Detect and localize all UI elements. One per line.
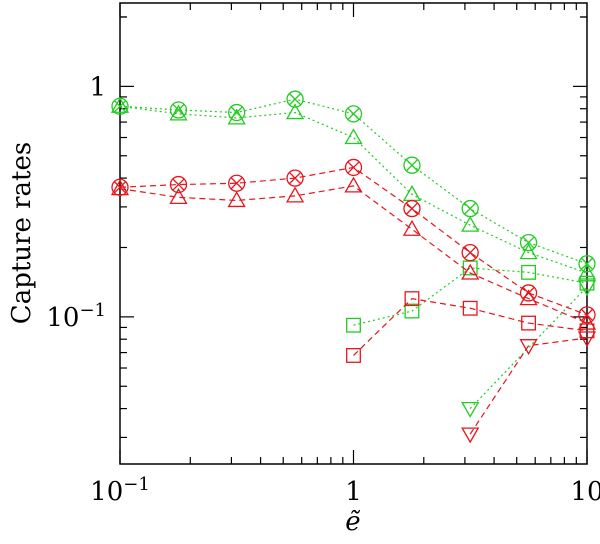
data-point-cross — [464, 246, 477, 259]
plot-frame — [119, 2, 588, 465]
data-point — [110, 96, 130, 113]
data-point — [227, 191, 246, 208]
y-axis-label: Capture rates — [7, 142, 37, 324]
series-line — [119, 185, 588, 324]
data-point — [577, 280, 597, 297]
data-point — [344, 176, 363, 193]
x-axis-label: ẽ — [345, 507, 360, 537]
data-point — [285, 186, 305, 203]
data-point-cross — [288, 171, 302, 185]
data-point — [344, 105, 363, 123]
y-ticks: 1 10−1 — [46, 16, 587, 439]
data-point-cross — [522, 236, 535, 249]
series-line — [353, 267, 588, 326]
series-red-triangle-up — [110, 176, 597, 330]
data-point — [577, 263, 597, 280]
data-point — [402, 185, 422, 202]
data-point — [404, 291, 420, 307]
data-point — [346, 317, 361, 333]
data-point — [519, 284, 538, 302]
data-point — [169, 188, 188, 205]
series-red-circle-x — [111, 158, 596, 324]
series-green-triangle-up — [110, 96, 597, 280]
data-point-cross — [288, 93, 302, 106]
data-point — [519, 233, 538, 252]
data-point — [519, 243, 538, 260]
data-point — [521, 315, 537, 331]
y-tick-label: 10−1 — [46, 300, 106, 333]
x-tick-label: 10 — [570, 477, 600, 507]
data-point-cross — [347, 107, 360, 120]
series-line — [119, 105, 588, 274]
series-line — [119, 166, 588, 316]
data-point — [110, 179, 130, 196]
data-point — [577, 313, 597, 330]
series-green-circle-x — [111, 90, 596, 273]
data-point — [403, 199, 421, 218]
data-point — [285, 103, 305, 120]
data-point-cross — [347, 161, 360, 174]
y-tick-label: 1 — [89, 72, 106, 102]
data-point — [402, 219, 422, 236]
data-point — [344, 158, 363, 177]
data-point-cross — [113, 100, 127, 113]
data-point — [519, 289, 538, 306]
data-point — [578, 306, 596, 324]
data-point — [579, 323, 595, 339]
data-point-cross — [464, 202, 477, 215]
series-red-square — [346, 291, 595, 363]
series-line — [119, 98, 588, 265]
data-point — [461, 263, 480, 280]
data-point — [578, 255, 596, 273]
data-point-cross — [405, 159, 419, 172]
data-point — [577, 331, 597, 348]
data-point — [461, 215, 480, 232]
series-layer — [110, 90, 597, 444]
data-point — [519, 339, 538, 355]
data-point — [346, 348, 361, 363]
series-line — [469, 337, 588, 435]
data-point — [227, 108, 246, 125]
data-point — [461, 243, 479, 262]
data-point — [344, 128, 363, 145]
data-point — [462, 300, 478, 316]
data-point-cross — [172, 178, 185, 191]
data-point — [169, 101, 188, 119]
data-point — [461, 427, 480, 444]
data-point-cross — [405, 202, 419, 215]
data-point — [228, 103, 246, 122]
data-point-cross — [230, 177, 243, 190]
data-point — [286, 90, 304, 108]
series-green-square — [346, 260, 595, 333]
x-ticks: 10−1 1 10 — [90, 3, 600, 507]
data-point — [461, 401, 480, 418]
data-point — [403, 156, 421, 174]
series-line — [353, 297, 588, 356]
data-point — [169, 175, 188, 194]
data-point — [286, 169, 304, 187]
data-point — [521, 264, 537, 280]
data-point — [169, 104, 188, 121]
series-red-triangle-down — [461, 331, 597, 444]
data-point-cross — [113, 181, 127, 194]
data-point — [404, 303, 420, 319]
x-tick-label: 1 — [345, 477, 362, 507]
x-tick-label: 10−1 — [90, 474, 150, 507]
